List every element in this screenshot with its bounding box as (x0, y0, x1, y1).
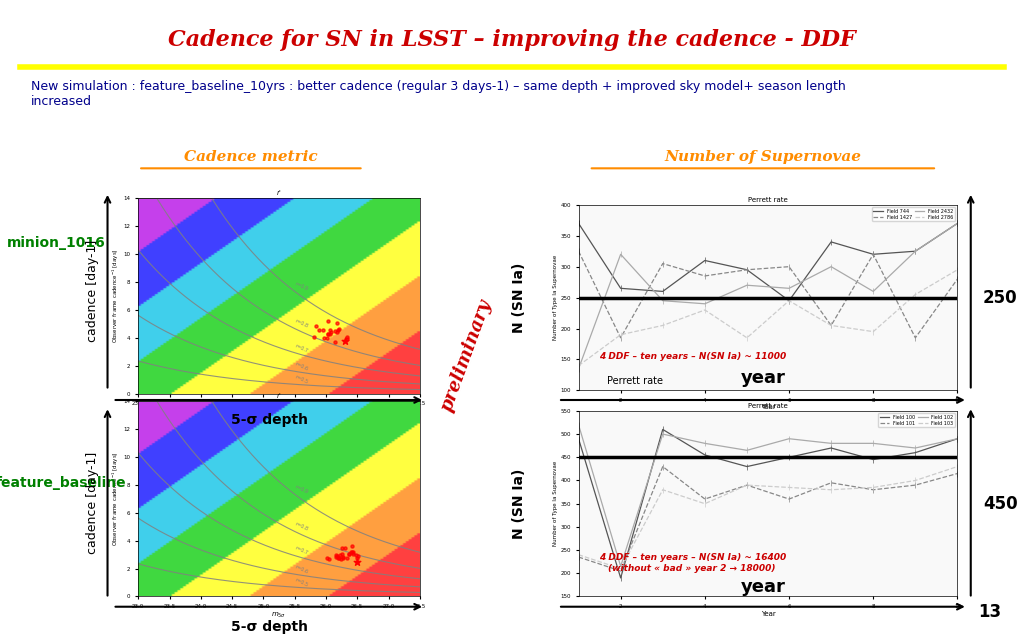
Point (333, 554, 349, 564)
Point (310, 324, 327, 335)
Point (327, 326, 343, 336)
Point (329, 552, 345, 563)
Point (319, 329, 336, 339)
Point (349, 551, 366, 561)
Y-axis label: Number of Type Ia Supernovae: Number of Type Ia Supernovae (553, 461, 558, 547)
Text: cadence [day-1]: cadence [day-1] (86, 240, 98, 342)
Point (330, 553, 346, 563)
Point (331, 324, 347, 334)
Title: Perrett rate: Perrett rate (749, 197, 787, 203)
Point (343, 547, 359, 557)
Text: r=0.6: r=0.6 (294, 564, 308, 575)
Text: r=0.7: r=0.7 (294, 343, 308, 353)
Y-axis label: Observer frame cadence$^{-1}$ [days]: Observer frame cadence$^{-1}$ [days] (111, 452, 121, 546)
X-axis label: Year: Year (761, 611, 775, 616)
Point (339, 553, 355, 563)
Text: cadence [day-1]: cadence [day-1] (86, 451, 98, 554)
Text: feature_baseline: feature_baseline (0, 476, 127, 490)
Text: r=0.8: r=0.8 (294, 522, 308, 532)
Point (337, 543, 353, 553)
Point (345, 547, 361, 557)
Point (327, 337, 343, 347)
Text: 5-σ depth: 5-σ depth (230, 620, 308, 634)
Point (306, 332, 323, 342)
Y-axis label: Number of Type Ia Supernovae: Number of Type Ia Supernovae (553, 255, 558, 340)
Text: 4 DDF – ten years – N(SN Ia) ~ 16400
(without « bad » year 2 → 18000): 4 DDF – ten years – N(SN Ia) ~ 16400 (wi… (599, 554, 785, 573)
Text: r=0.5: r=0.5 (294, 375, 308, 385)
Point (329, 328, 345, 338)
Point (315, 333, 332, 344)
Point (339, 332, 355, 342)
Point (332, 550, 348, 560)
X-axis label: Year: Year (761, 404, 775, 410)
Point (322, 325, 338, 335)
Text: Cadence metric: Cadence metric (184, 150, 317, 164)
Text: r': r' (276, 394, 282, 399)
Point (334, 543, 350, 553)
Text: 250: 250 (983, 289, 1018, 307)
Legend: Field 100, Field 101, Field 102, Field 103: Field 100, Field 101, Field 102, Field 1… (879, 413, 955, 427)
Text: N (SN Ia): N (SN Ia) (512, 468, 526, 539)
Text: Number of Supernovae: Number of Supernovae (665, 150, 861, 164)
Point (319, 552, 336, 563)
Text: 4 DDF – ten years – N(SN Ia) ~ 11000: 4 DDF – ten years – N(SN Ia) ~ 11000 (599, 353, 785, 362)
Text: New simulation : feature_baseline_10yrs : better cadence (regular 3 days-1) – sa: New simulation : feature_baseline_10yrs … (31, 80, 846, 108)
Point (349, 557, 366, 567)
Point (343, 547, 359, 557)
Legend: Field 744, Field 1427, Field 2432, Field 2786: Field 744, Field 1427, Field 2432, Field… (872, 207, 955, 221)
Text: Perrett rate: Perrett rate (607, 376, 664, 386)
Point (329, 317, 345, 328)
Point (337, 335, 353, 346)
Point (343, 541, 359, 551)
Point (330, 325, 346, 335)
Text: 13: 13 (978, 603, 1001, 621)
Point (322, 329, 338, 339)
Point (318, 333, 335, 343)
Point (341, 549, 357, 559)
Text: r=0.5: r=0.5 (294, 578, 308, 588)
Point (308, 321, 325, 332)
Text: 450: 450 (983, 495, 1018, 513)
Point (335, 552, 351, 563)
Point (331, 552, 347, 563)
Text: minion_1016: minion_1016 (7, 236, 105, 250)
Point (335, 553, 351, 563)
Text: r': r' (276, 191, 282, 196)
Text: r=0.6: r=0.6 (294, 362, 308, 372)
X-axis label: $m_{5\sigma}$: $m_{5\sigma}$ (271, 408, 287, 417)
Point (334, 548, 350, 559)
Text: 5-σ depth: 5-σ depth (230, 413, 308, 427)
Text: year: year (740, 579, 785, 596)
Point (340, 549, 356, 559)
Point (323, 327, 339, 337)
Point (347, 550, 364, 560)
X-axis label: $m_{5\sigma}$: $m_{5\sigma}$ (271, 611, 287, 620)
Point (319, 329, 336, 339)
Text: N (SN Ia): N (SN Ia) (512, 262, 526, 333)
Point (314, 324, 331, 335)
Text: year: year (740, 369, 785, 387)
Point (322, 554, 338, 564)
Point (349, 552, 366, 563)
Point (329, 550, 345, 561)
Text: Cadence for SN in LSST – improving the cadence - DDF: Cadence for SN in LSST – improving the c… (168, 29, 856, 51)
Text: r=0.9: r=0.9 (294, 484, 308, 495)
Point (338, 333, 354, 344)
Text: r=0.8: r=0.8 (294, 319, 308, 329)
Y-axis label: Observer frame cadence$^{-1}$ [days]: Observer frame cadence$^{-1}$ [days] (111, 249, 121, 343)
Text: r=0.9: r=0.9 (294, 281, 308, 292)
Point (319, 316, 336, 326)
Point (329, 550, 345, 561)
Text: r=0.7: r=0.7 (294, 546, 308, 556)
Title: Perrett rate: Perrett rate (749, 403, 787, 409)
Point (345, 548, 361, 559)
Text: preliminary: preliminary (437, 297, 495, 413)
